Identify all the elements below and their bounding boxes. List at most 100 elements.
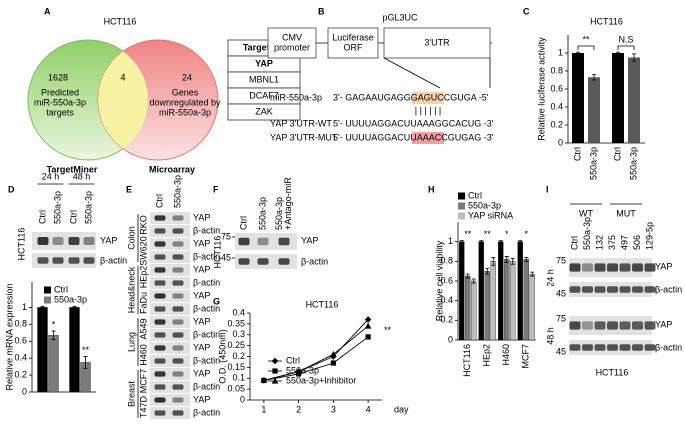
bar bbox=[517, 241, 523, 341]
blot-band bbox=[37, 237, 49, 245]
significance: * bbox=[52, 319, 56, 329]
venn-count: 1628 bbox=[48, 72, 68, 82]
blot bbox=[32, 253, 96, 268]
blot bbox=[150, 212, 190, 224]
protein-label: YAP bbox=[655, 319, 672, 329]
cell-line-label: HEp2 bbox=[138, 266, 148, 289]
y-tick-label: 0.4 bbox=[440, 295, 453, 305]
label: downregulated by bbox=[149, 97, 221, 107]
significance: ** bbox=[384, 325, 392, 335]
zoom-line bbox=[383, 57, 441, 89]
blot-band bbox=[278, 258, 290, 265]
label: HCT116 bbox=[596, 367, 629, 377]
error-bar bbox=[459, 240, 464, 244]
y-tick-label: 0.3 bbox=[232, 329, 245, 339]
significance: ** bbox=[82, 345, 90, 355]
blot-band bbox=[172, 215, 184, 221]
venn-name: TargetMiner bbox=[47, 164, 98, 174]
cell-line-label: SW620 bbox=[138, 236, 148, 266]
lane-label: 550a-3p bbox=[257, 197, 267, 230]
construct-element bbox=[267, 27, 317, 59]
label: YAP 3'UTR-WT bbox=[270, 118, 332, 128]
blot bbox=[150, 329, 190, 341]
error-bar bbox=[616, 51, 620, 55]
x-axis-label: day bbox=[394, 404, 409, 414]
protein-label: YAP bbox=[193, 264, 210, 274]
lane-label: Ctrl bbox=[569, 236, 579, 250]
blot bbox=[150, 342, 190, 354]
significance: ** bbox=[582, 34, 590, 44]
legend-label: Ctrl bbox=[54, 284, 68, 294]
marker bbox=[330, 360, 336, 366]
panel-letter: A bbox=[44, 6, 51, 16]
panel-letter: H bbox=[428, 184, 435, 194]
error-bar bbox=[592, 74, 596, 81]
y-tick-label: 0.4 bbox=[232, 307, 245, 317]
cell-line-label: MCF7 bbox=[138, 369, 148, 394]
protein-label: β-actin bbox=[193, 381, 220, 391]
x-tick-label: HEp2 bbox=[482, 344, 492, 367]
blot-band bbox=[607, 321, 618, 330]
blot-band bbox=[172, 345, 184, 351]
error-bar bbox=[51, 330, 56, 340]
x-tick-label: 4 bbox=[366, 404, 371, 414]
list-row bbox=[227, 103, 301, 121]
blot-band bbox=[582, 344, 593, 351]
protein-label: YAP bbox=[193, 316, 210, 326]
blot-band bbox=[582, 321, 593, 330]
y-tick-label: 0.6 bbox=[14, 336, 27, 346]
blot-band bbox=[632, 344, 643, 351]
legend-label: 550a-3p bbox=[54, 294, 87, 304]
blot-band bbox=[154, 371, 166, 377]
time-label: 24 h bbox=[42, 171, 60, 181]
blot-band bbox=[594, 286, 606, 293]
blot-band bbox=[154, 397, 166, 403]
y-tick-label: 0.05 bbox=[227, 384, 245, 394]
protein-label: β-actin bbox=[193, 303, 220, 313]
blot bbox=[32, 232, 96, 250]
legend-swatch bbox=[458, 202, 465, 210]
series-line bbox=[263, 336, 369, 381]
blot-band bbox=[257, 237, 269, 246]
blot bbox=[150, 238, 190, 250]
blot-band bbox=[172, 358, 184, 364]
label: 3'UTR bbox=[424, 37, 450, 47]
blot bbox=[150, 355, 190, 367]
legend-swatch bbox=[44, 296, 51, 304]
blot-band bbox=[172, 319, 184, 325]
blot-band bbox=[83, 257, 95, 264]
blot-band bbox=[172, 397, 184, 403]
blot-band bbox=[68, 257, 80, 264]
significance: N.S bbox=[618, 34, 633, 44]
y-tick-label: 0.2 bbox=[550, 119, 563, 129]
y-tick-label: 0.8 bbox=[550, 65, 563, 75]
bar bbox=[588, 77, 600, 143]
blot-band bbox=[154, 215, 166, 221]
protein-label: β-actin bbox=[655, 342, 682, 352]
bar bbox=[459, 241, 465, 341]
blot-band bbox=[607, 344, 618, 351]
error-bar bbox=[479, 240, 484, 244]
panel-letter: D bbox=[8, 184, 15, 194]
blot bbox=[150, 381, 190, 393]
blot-band bbox=[172, 332, 184, 338]
y-tick-label: 0.2 bbox=[232, 351, 245, 361]
bar bbox=[37, 307, 48, 393]
blot-band bbox=[607, 286, 618, 293]
significance: * bbox=[524, 229, 528, 239]
lane-label: 550a-3p bbox=[83, 191, 93, 224]
significance-bracket bbox=[617, 45, 635, 50]
lane-label: Ctrl bbox=[37, 210, 47, 224]
protein-label: YAP bbox=[193, 290, 210, 300]
legend-swatch bbox=[458, 212, 465, 220]
lane-label: Ctrl bbox=[238, 216, 248, 230]
label: Genes bbox=[172, 87, 199, 97]
label: Luciferase bbox=[332, 32, 374, 42]
y-tick-label: 0.2 bbox=[440, 315, 453, 325]
blot-band bbox=[257, 258, 269, 265]
construct-element bbox=[383, 27, 491, 59]
x-tick-label: Ctrl bbox=[572, 147, 582, 161]
y-tick-label: 0 bbox=[22, 386, 27, 396]
label: miR-550a-3p bbox=[159, 107, 211, 117]
blot-band bbox=[644, 344, 656, 351]
